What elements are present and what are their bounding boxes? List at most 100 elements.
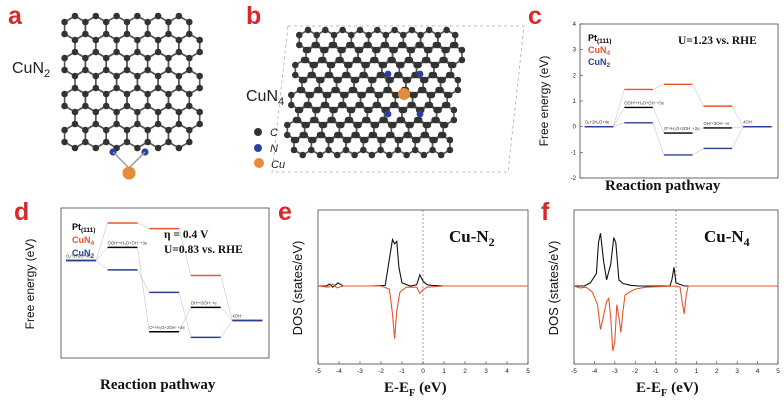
carbon-atom	[165, 138, 172, 146]
carbon-atom	[407, 101, 414, 109]
connector	[220, 307, 233, 321]
panel-letter-f: f	[541, 198, 550, 226]
carbon-atom	[356, 26, 364, 34]
carbon-atom	[196, 48, 203, 56]
carbon-atom	[175, 72, 183, 80]
carbon-atom	[374, 91, 382, 99]
carbon-atom	[144, 54, 151, 62]
carbon-atom	[292, 116, 300, 124]
ylabel-e: DOS (states/eV)	[290, 241, 305, 336]
carbon-atom	[385, 76, 392, 84]
carbon-atom	[61, 102, 68, 110]
structure-label-cun2: CuN2	[12, 60, 51, 81]
dos-chart-f: -5 -4 -3 -2 -1 0 1 2 3 4 5 DOS (states/eV) Cu-N4 E…	[546, 209, 780, 399]
carbon-atom	[365, 31, 372, 39]
carbon-atom	[71, 108, 79, 116]
carbon-atom	[423, 46, 431, 54]
carbon-atom	[144, 126, 151, 134]
tick-label: 5	[776, 368, 780, 375]
carbon-atom	[368, 76, 375, 84]
carbon-atom	[165, 54, 172, 62]
carbon-atom	[419, 76, 427, 84]
carbon-atom	[386, 131, 393, 139]
carbon-atom	[144, 90, 151, 98]
carbon-atom	[437, 151, 445, 159]
carbon-atom	[186, 90, 193, 98]
carbon-atom	[186, 126, 193, 134]
carbon-atom	[360, 136, 367, 144]
carbon-atom	[372, 101, 380, 109]
carbon-atom	[123, 30, 131, 38]
carbon-atom	[134, 72, 141, 80]
carbon-atom	[61, 138, 68, 146]
carbon-atom	[357, 91, 364, 99]
unit-cell-outline	[271, 25, 525, 173]
carbon-atom	[134, 108, 141, 116]
xlabel-e: E-EF (eV)	[384, 380, 447, 399]
carbon-atom	[144, 18, 151, 26]
carbon-atom	[392, 91, 399, 99]
carbon-atom	[113, 48, 120, 56]
panel-letter-d: d	[14, 198, 30, 226]
carbon-atom	[396, 61, 403, 69]
carbon-atom	[344, 116, 352, 124]
carbon-atom	[165, 30, 172, 38]
tick-label: -2	[378, 368, 384, 375]
carbon-atom	[71, 84, 79, 92]
carbon-atom	[431, 116, 438, 124]
carbon-atom	[361, 61, 368, 69]
carbon-atom	[92, 12, 100, 20]
carbon-atom	[196, 120, 203, 128]
dos-curve-black	[574, 233, 778, 287]
carbon-atom	[320, 46, 327, 54]
carbon-atom	[175, 120, 183, 128]
graphene-lattice-b	[284, 26, 466, 159]
carbon-atom	[82, 126, 89, 134]
carbon-atom	[409, 91, 416, 99]
nitrogen-atom	[384, 110, 392, 118]
carbon-atom	[301, 121, 308, 129]
tick-label: -1	[399, 368, 405, 375]
svg-text:CuN4: CuN4	[72, 235, 95, 247]
carbon-atom	[325, 146, 332, 154]
carbon-atom	[430, 61, 438, 69]
carbon-atom	[92, 84, 100, 92]
nitrogen-atom	[384, 70, 392, 78]
carbon-atom	[338, 101, 345, 109]
tick-label: 3	[573, 48, 577, 54]
carbon-atom	[353, 121, 360, 129]
carbon-atom	[439, 56, 446, 64]
tick-label: 4	[756, 368, 760, 375]
carbon-atom	[186, 102, 193, 110]
carbon-atom	[61, 90, 68, 98]
carbon-atom	[394, 136, 402, 144]
carbon-atom	[175, 12, 183, 20]
bond-ring	[105, 123, 128, 149]
tick-label: 4	[505, 368, 509, 375]
bond-ring	[167, 123, 191, 149]
carbon-atom	[313, 31, 320, 39]
panel-letter-e: e	[278, 198, 292, 226]
carbon-atom	[426, 91, 434, 99]
carbon-atom	[368, 151, 376, 159]
nitrogen-atom-icon	[254, 144, 262, 152]
carbon-atom	[318, 56, 325, 64]
carbon-atom	[102, 126, 110, 134]
carbon-atom	[366, 86, 373, 94]
step-label: OH*+3OH⁻+e	[191, 300, 218, 305]
carbon-atom	[350, 76, 358, 84]
carbon-atom	[71, 72, 79, 80]
nitrogen-atom	[416, 110, 424, 118]
cun2-structure	[61, 12, 203, 180]
tick-label: -2	[571, 176, 577, 182]
carbon-atom	[437, 131, 445, 139]
carbon-atom	[415, 41, 422, 49]
bond-ring	[146, 123, 170, 149]
connector	[731, 106, 744, 127]
carbon-atom	[331, 86, 338, 94]
carbon-atom	[348, 31, 355, 39]
ylabel-c: Free energy (eV)	[537, 56, 551, 147]
carbon-atom	[102, 30, 110, 38]
carbon-atom	[382, 31, 390, 39]
carbon-atom	[377, 136, 384, 144]
